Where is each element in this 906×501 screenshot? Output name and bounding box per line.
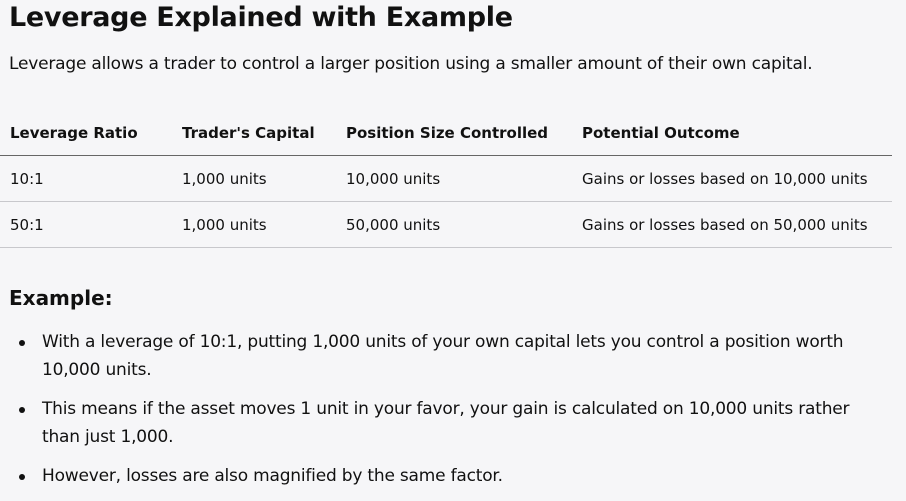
leverage-table: Leverage Ratio Trader's Capital Position…: [0, 110, 892, 248]
list-item-text: However, losses are also magnified by th…: [42, 466, 503, 486]
list-item-text: This means if the asset moves 1 unit in …: [42, 399, 850, 447]
bullet-icon: [19, 407, 25, 413]
bullet-icon: [19, 340, 25, 346]
cell-potential-outcome: Gains or losses based on 50,000 units: [582, 201, 892, 248]
example-heading: Example:: [9, 286, 113, 310]
table-row: 50:1 1,000 units 50,000 units Gains or l…: [0, 201, 892, 248]
intro-text: Leverage allows a trader to control a la…: [9, 54, 813, 74]
header-potential-outcome: Potential Outcome: [582, 110, 892, 156]
cell-leverage-ratio: 10:1: [0, 155, 182, 202]
list-item-text: With a leverage of 10:1, putting 1,000 u…: [42, 332, 844, 380]
table-header-row: Leverage Ratio Trader's Capital Position…: [0, 110, 892, 156]
bullet-icon: [19, 474, 25, 480]
table-row: 10:1 1,000 units 10,000 units Gains or l…: [0, 155, 892, 202]
cell-position-size: 10,000 units: [346, 155, 582, 202]
cell-potential-outcome: Gains or losses based on 10,000 units: [582, 155, 892, 202]
cell-traders-capital: 1,000 units: [182, 155, 346, 202]
page-title: Leverage Explained with Example: [9, 2, 513, 33]
cell-traders-capital: 1,000 units: [182, 201, 346, 248]
header-leverage-ratio: Leverage Ratio: [0, 110, 182, 156]
example-list: With a leverage of 10:1, putting 1,000 u…: [0, 328, 890, 501]
list-item: This means if the asset moves 1 unit in …: [0, 395, 890, 451]
cell-leverage-ratio: 50:1: [0, 201, 182, 248]
header-traders-capital: Trader's Capital: [182, 110, 346, 156]
list-item: However, losses are also magnified by th…: [0, 462, 890, 490]
list-item: With a leverage of 10:1, putting 1,000 u…: [0, 328, 890, 384]
header-position-size: Position Size Controlled: [346, 110, 582, 156]
cell-position-size: 50,000 units: [346, 201, 582, 248]
